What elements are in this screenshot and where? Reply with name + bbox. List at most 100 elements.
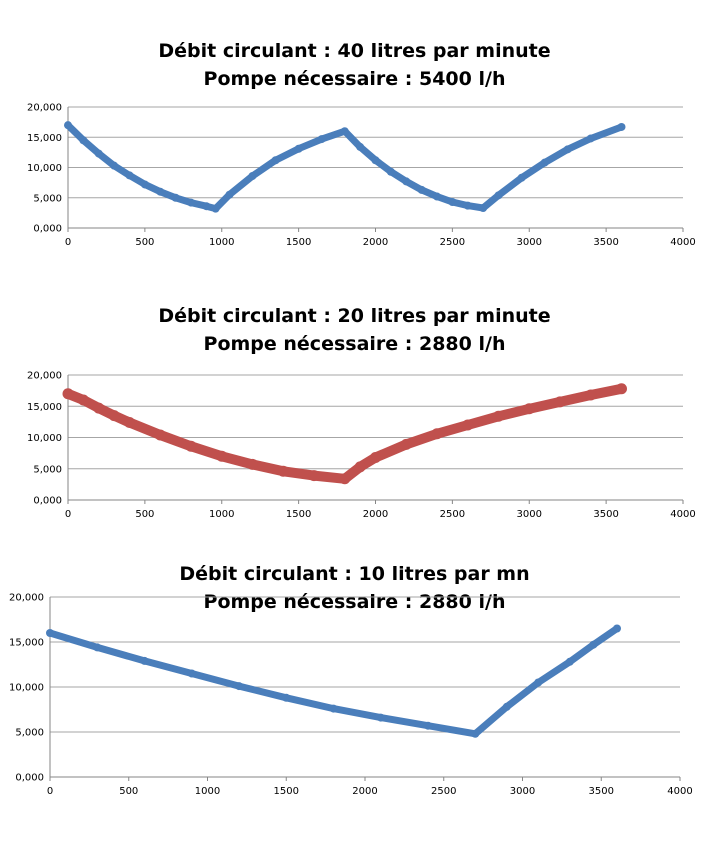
x-tick-label: 4000 [667,786,692,797]
data-point [93,643,102,652]
data-point [154,429,166,441]
data-point [93,402,105,414]
chart-40-litres: Débit circulant : 40 litres par minute P… [0,0,709,270]
x-tick-label: 1500 [286,237,311,248]
data-point [565,657,574,666]
x-tick-label: 2000 [352,786,377,797]
chart-title-line1: Débit circulant : 20 litres par minute [158,305,551,327]
data-point [586,134,595,143]
data-point [339,473,351,485]
data-point [494,191,503,200]
chart-title: Débit circulant : 20 litres par minute P… [0,302,709,358]
data-point [617,122,626,131]
y-tick-label: 5,000 [15,728,44,739]
y-tick-label: 0,000 [15,773,44,784]
data-point [94,149,103,158]
x-tick-label: 0 [47,786,53,797]
data-point [433,192,441,201]
data-point [187,669,196,678]
data-point [354,461,366,473]
plot-area: 0,000 5,000 10,000 15,000 20,000 0 500 1000 1500… [27,103,696,249]
data-point [282,693,291,702]
data-point [317,135,326,144]
data-point [185,440,197,452]
data-point [370,452,381,463]
x-tick-label: 3500 [589,786,614,797]
x-tick-label: 2000 [363,509,388,520]
series-line [63,383,627,484]
x-tick-label: 1000 [209,509,234,520]
data-point [356,142,365,151]
data-point [585,389,597,401]
data-point [554,396,566,408]
y-tick-label: 0,000 [33,496,62,507]
data-point [64,121,72,130]
y-tick-label: 10,000 [9,683,44,694]
data-point [62,388,74,400]
x-tick-label: 2500 [431,786,456,797]
data-point [216,450,228,462]
data-point [517,173,526,182]
x-tick-label: 1000 [195,786,220,797]
data-point [202,202,211,211]
data-point [124,417,135,428]
x-tick-label: 3000 [510,786,535,797]
x-tick-label: 0 [65,509,71,520]
x-tick-label: 500 [135,509,154,520]
chart-20-litres: Débit circulant : 20 litres par minute P… [0,302,709,521]
data-point [235,682,243,691]
data-point [424,721,432,730]
y-tick-label: 15,000 [27,402,62,413]
data-point [248,171,257,180]
data-point [110,161,119,170]
x-tick-label: 4000 [670,509,695,520]
chart-title-line2: Pompe nécessaire : 2880 l/h [203,333,506,355]
data-point [79,136,88,145]
data-point [523,403,535,415]
data-point [271,156,280,165]
data-point [471,729,480,738]
chart-title-line1: Débit circulant : 10 litres par mn [179,563,530,585]
data-point [140,656,149,665]
series-line [46,625,621,738]
data-point [463,201,472,210]
data-point [386,167,395,176]
data-point [462,419,474,431]
x-tick-label: 1000 [209,237,234,248]
data-point [448,197,457,206]
data-point [77,394,89,406]
data-point [589,640,598,649]
x-tick-label: 1500 [286,509,311,520]
data-point [171,193,180,202]
x-tick-label: 500 [119,786,138,797]
data-point [371,156,380,165]
data-point [225,190,234,199]
y-tick-label: 15,000 [9,638,44,649]
y-tick-label: 10,000 [27,163,62,174]
x-tick-label: 2500 [440,509,465,520]
data-point [616,383,627,395]
data-point [502,702,511,711]
data-point [46,629,54,637]
y-tick-label: 5,000 [33,464,62,475]
data-point [140,180,149,189]
data-point [294,144,303,153]
x-tick-label: 0 [65,237,71,248]
data-point [308,470,320,482]
y-tick-label: 5,000 [33,193,62,204]
chart-title-line1: Débit circulant : 40 litres par minute [158,40,551,62]
data-point [402,177,411,186]
plot-area: 0,000 5,000 10,000 15,000 20,000 0 500 1000 1500… [27,371,696,521]
x-tick-label: 1500 [274,786,299,797]
data-point [431,428,443,440]
chart-title-line2: Pompe nécessaire : 5400 l/h [203,68,506,90]
data-point [417,185,426,194]
data-point [247,458,258,470]
y-tick-label: 10,000 [27,433,62,444]
data-point [376,713,385,722]
data-point [187,198,195,207]
chart-title: Débit circulant : 40 litres par minute P… [0,37,709,93]
data-point [211,204,220,213]
